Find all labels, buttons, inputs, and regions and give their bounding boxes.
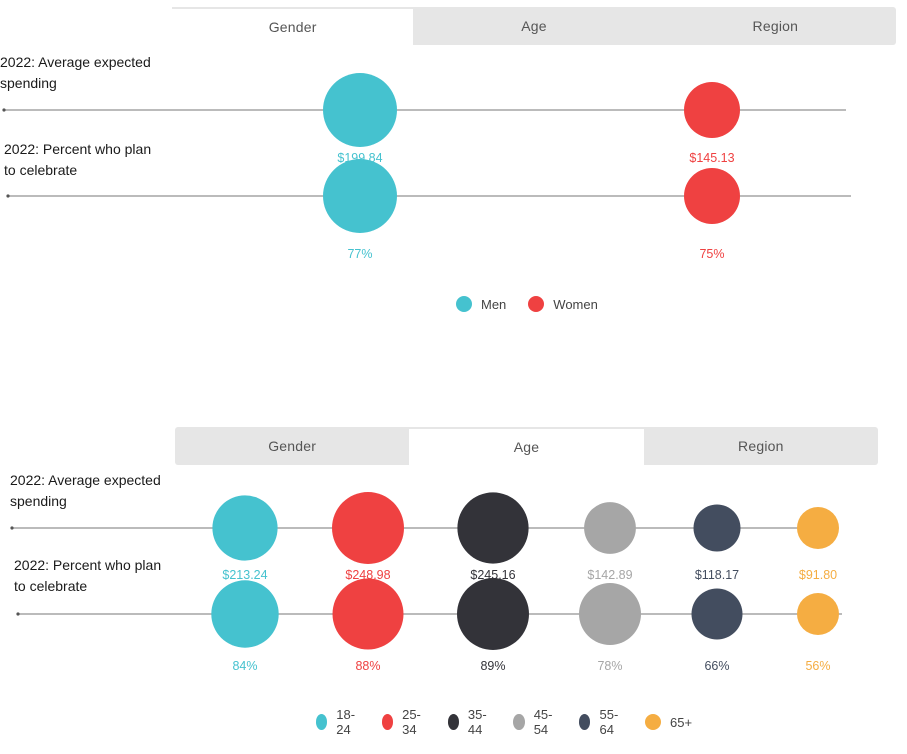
legend-item[interactable]: 55-64	[579, 707, 623, 737]
data-label: 66%	[704, 659, 729, 673]
bubble-5564[interactable]	[691, 588, 743, 640]
row-label-celebrate: 2022: Percent who plan to celebrate	[14, 557, 162, 594]
chart-legend: 18-24 25-34 35-44 45-54 55-64 65+	[316, 707, 714, 737]
legend-label: Men	[481, 296, 507, 312]
data-label: $245.16	[470, 568, 515, 582]
bubble-2534[interactable]	[332, 492, 404, 564]
bubble-men[interactable]	[323, 159, 397, 233]
legend-label: 45-54	[533, 707, 553, 737]
row-label-celebrate: 2022: Percent who plan to celebrate	[4, 141, 152, 178]
bubble-men[interactable]	[323, 73, 397, 147]
legend-item[interactable]: 35-44	[447, 707, 492, 737]
data-label: $91.80	[799, 568, 837, 582]
legend-item[interactable]: 65+	[644, 714, 693, 730]
legend-label: 18-24	[336, 707, 356, 737]
bubble-4554[interactable]	[584, 502, 636, 554]
bubble-65[interactable]	[797, 593, 839, 635]
bubble-1824[interactable]	[212, 495, 278, 561]
legend-label: 25-34	[402, 707, 421, 737]
bubble-5564[interactable]	[693, 504, 741, 552]
data-label: $248.98	[345, 568, 390, 582]
tab-age[interactable]: Age	[409, 427, 644, 465]
bubble-4554[interactable]	[579, 583, 641, 645]
legend-item[interactable]: Men	[456, 296, 506, 312]
legend-label: Women	[553, 296, 598, 312]
data-label: $145.13	[689, 151, 734, 165]
bubble-3544[interactable]	[457, 578, 529, 650]
legend-swatch	[316, 714, 328, 730]
legend-item[interactable]: 18-24	[316, 707, 360, 737]
data-label: $118.17	[695, 568, 739, 582]
legend-item[interactable]: 45-54	[513, 707, 557, 737]
legend-swatch	[513, 714, 525, 730]
row-label-spending: 2022: Average expected spending	[0, 54, 151, 91]
legend-item[interactable]: 25-34	[381, 707, 426, 737]
legend-label: 55-64	[599, 707, 619, 737]
legend-swatch	[528, 296, 545, 312]
bubble-2534[interactable]	[332, 578, 404, 650]
legend-swatch	[644, 714, 661, 730]
tab-gender[interactable]: Gender	[172, 7, 414, 45]
bubble-1824[interactable]	[211, 580, 279, 648]
tab-age[interactable]: Age	[521, 18, 547, 34]
tab-bar: Gender Age Region	[172, 7, 896, 45]
bubble-women[interactable]	[684, 168, 740, 224]
row-axis-start-dot	[16, 612, 20, 616]
data-label: 84%	[232, 659, 257, 673]
legend-label: 35-44	[467, 707, 487, 737]
tab-region[interactable]: Region	[752, 18, 799, 34]
chart-legend: Men Women	[456, 296, 620, 312]
legend-swatch	[447, 714, 459, 730]
data-label: 89%	[480, 659, 505, 673]
data-label: 75%	[699, 247, 724, 261]
data-label: 78%	[597, 659, 622, 673]
data-label: 88%	[355, 659, 380, 673]
legend-swatch	[456, 296, 472, 312]
data-label: 77%	[347, 247, 372, 261]
legend-label: 65+	[669, 714, 693, 730]
tab-region[interactable]: Region	[738, 438, 784, 454]
row-axis-start-dot	[6, 194, 10, 198]
row-axis-start-dot	[10, 526, 14, 530]
bubble-65[interactable]	[797, 507, 839, 549]
data-label: 56%	[805, 659, 830, 673]
bubble-women[interactable]	[684, 82, 740, 138]
tab-gender[interactable]: Gender	[268, 438, 317, 454]
legend-swatch	[579, 714, 591, 730]
data-label: $213.24	[222, 568, 267, 582]
legend-item[interactable]: Women	[528, 296, 598, 312]
row-axis-start-dot	[2, 108, 6, 112]
data-label: $142.89	[587, 568, 632, 582]
bubble-3544[interactable]	[457, 492, 529, 564]
tab-bar: Gender Age Region	[175, 427, 878, 465]
legend-swatch	[381, 714, 394, 730]
row-label-spending: 2022: Average expected spending	[10, 472, 161, 509]
